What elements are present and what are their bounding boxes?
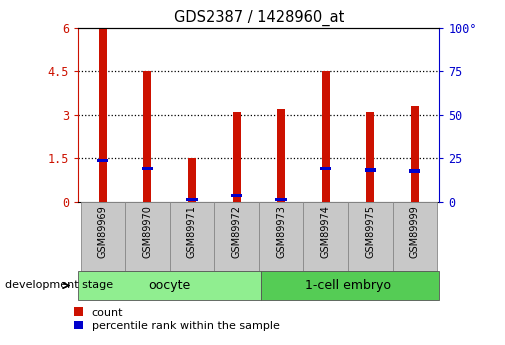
Text: GSM89974: GSM89974: [321, 205, 331, 258]
Bar: [170, 202, 214, 271]
Bar: [366, 112, 374, 202]
Text: oocyte: oocyte: [148, 279, 191, 292]
Bar: [259, 202, 304, 271]
Text: GSM89973: GSM89973: [276, 205, 286, 258]
Bar: [78, 271, 261, 300]
Text: GSM89999: GSM89999: [410, 205, 420, 258]
Text: GSM89969: GSM89969: [98, 205, 108, 258]
Text: development stage: development stage: [5, 280, 113, 290]
Text: GSM89972: GSM89972: [231, 205, 241, 258]
Bar: [392, 202, 437, 271]
Bar: [277, 109, 285, 202]
Bar: [322, 71, 330, 202]
Bar: [320, 167, 331, 170]
Title: GDS2387 / 1428960_at: GDS2387 / 1428960_at: [174, 10, 344, 26]
Text: GSM89970: GSM89970: [142, 205, 153, 258]
Bar: [232, 112, 240, 202]
Bar: [143, 71, 152, 202]
Text: GSM89971: GSM89971: [187, 205, 197, 258]
Text: 1-cell embryo: 1-cell embryo: [305, 279, 391, 292]
Bar: [409, 169, 421, 173]
Bar: [188, 158, 196, 202]
Bar: [276, 198, 287, 201]
Bar: [348, 202, 392, 271]
Bar: [142, 167, 153, 170]
Bar: [99, 28, 107, 202]
Bar: [411, 106, 419, 202]
Bar: [231, 194, 242, 197]
Bar: [186, 198, 197, 201]
Bar: [261, 271, 439, 300]
Bar: [125, 202, 170, 271]
Bar: [365, 168, 376, 172]
Bar: [304, 202, 348, 271]
Text: GSM89975: GSM89975: [365, 205, 375, 258]
Bar: [97, 159, 109, 162]
Bar: [214, 202, 259, 271]
Bar: [80, 202, 125, 271]
Legend: count, percentile rank within the sample: count, percentile rank within the sample: [74, 307, 279, 331]
